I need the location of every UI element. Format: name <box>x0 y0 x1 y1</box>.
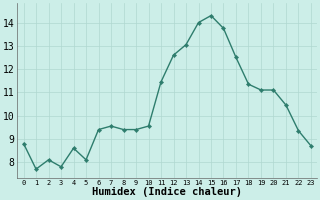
X-axis label: Humidex (Indice chaleur): Humidex (Indice chaleur) <box>92 187 242 197</box>
